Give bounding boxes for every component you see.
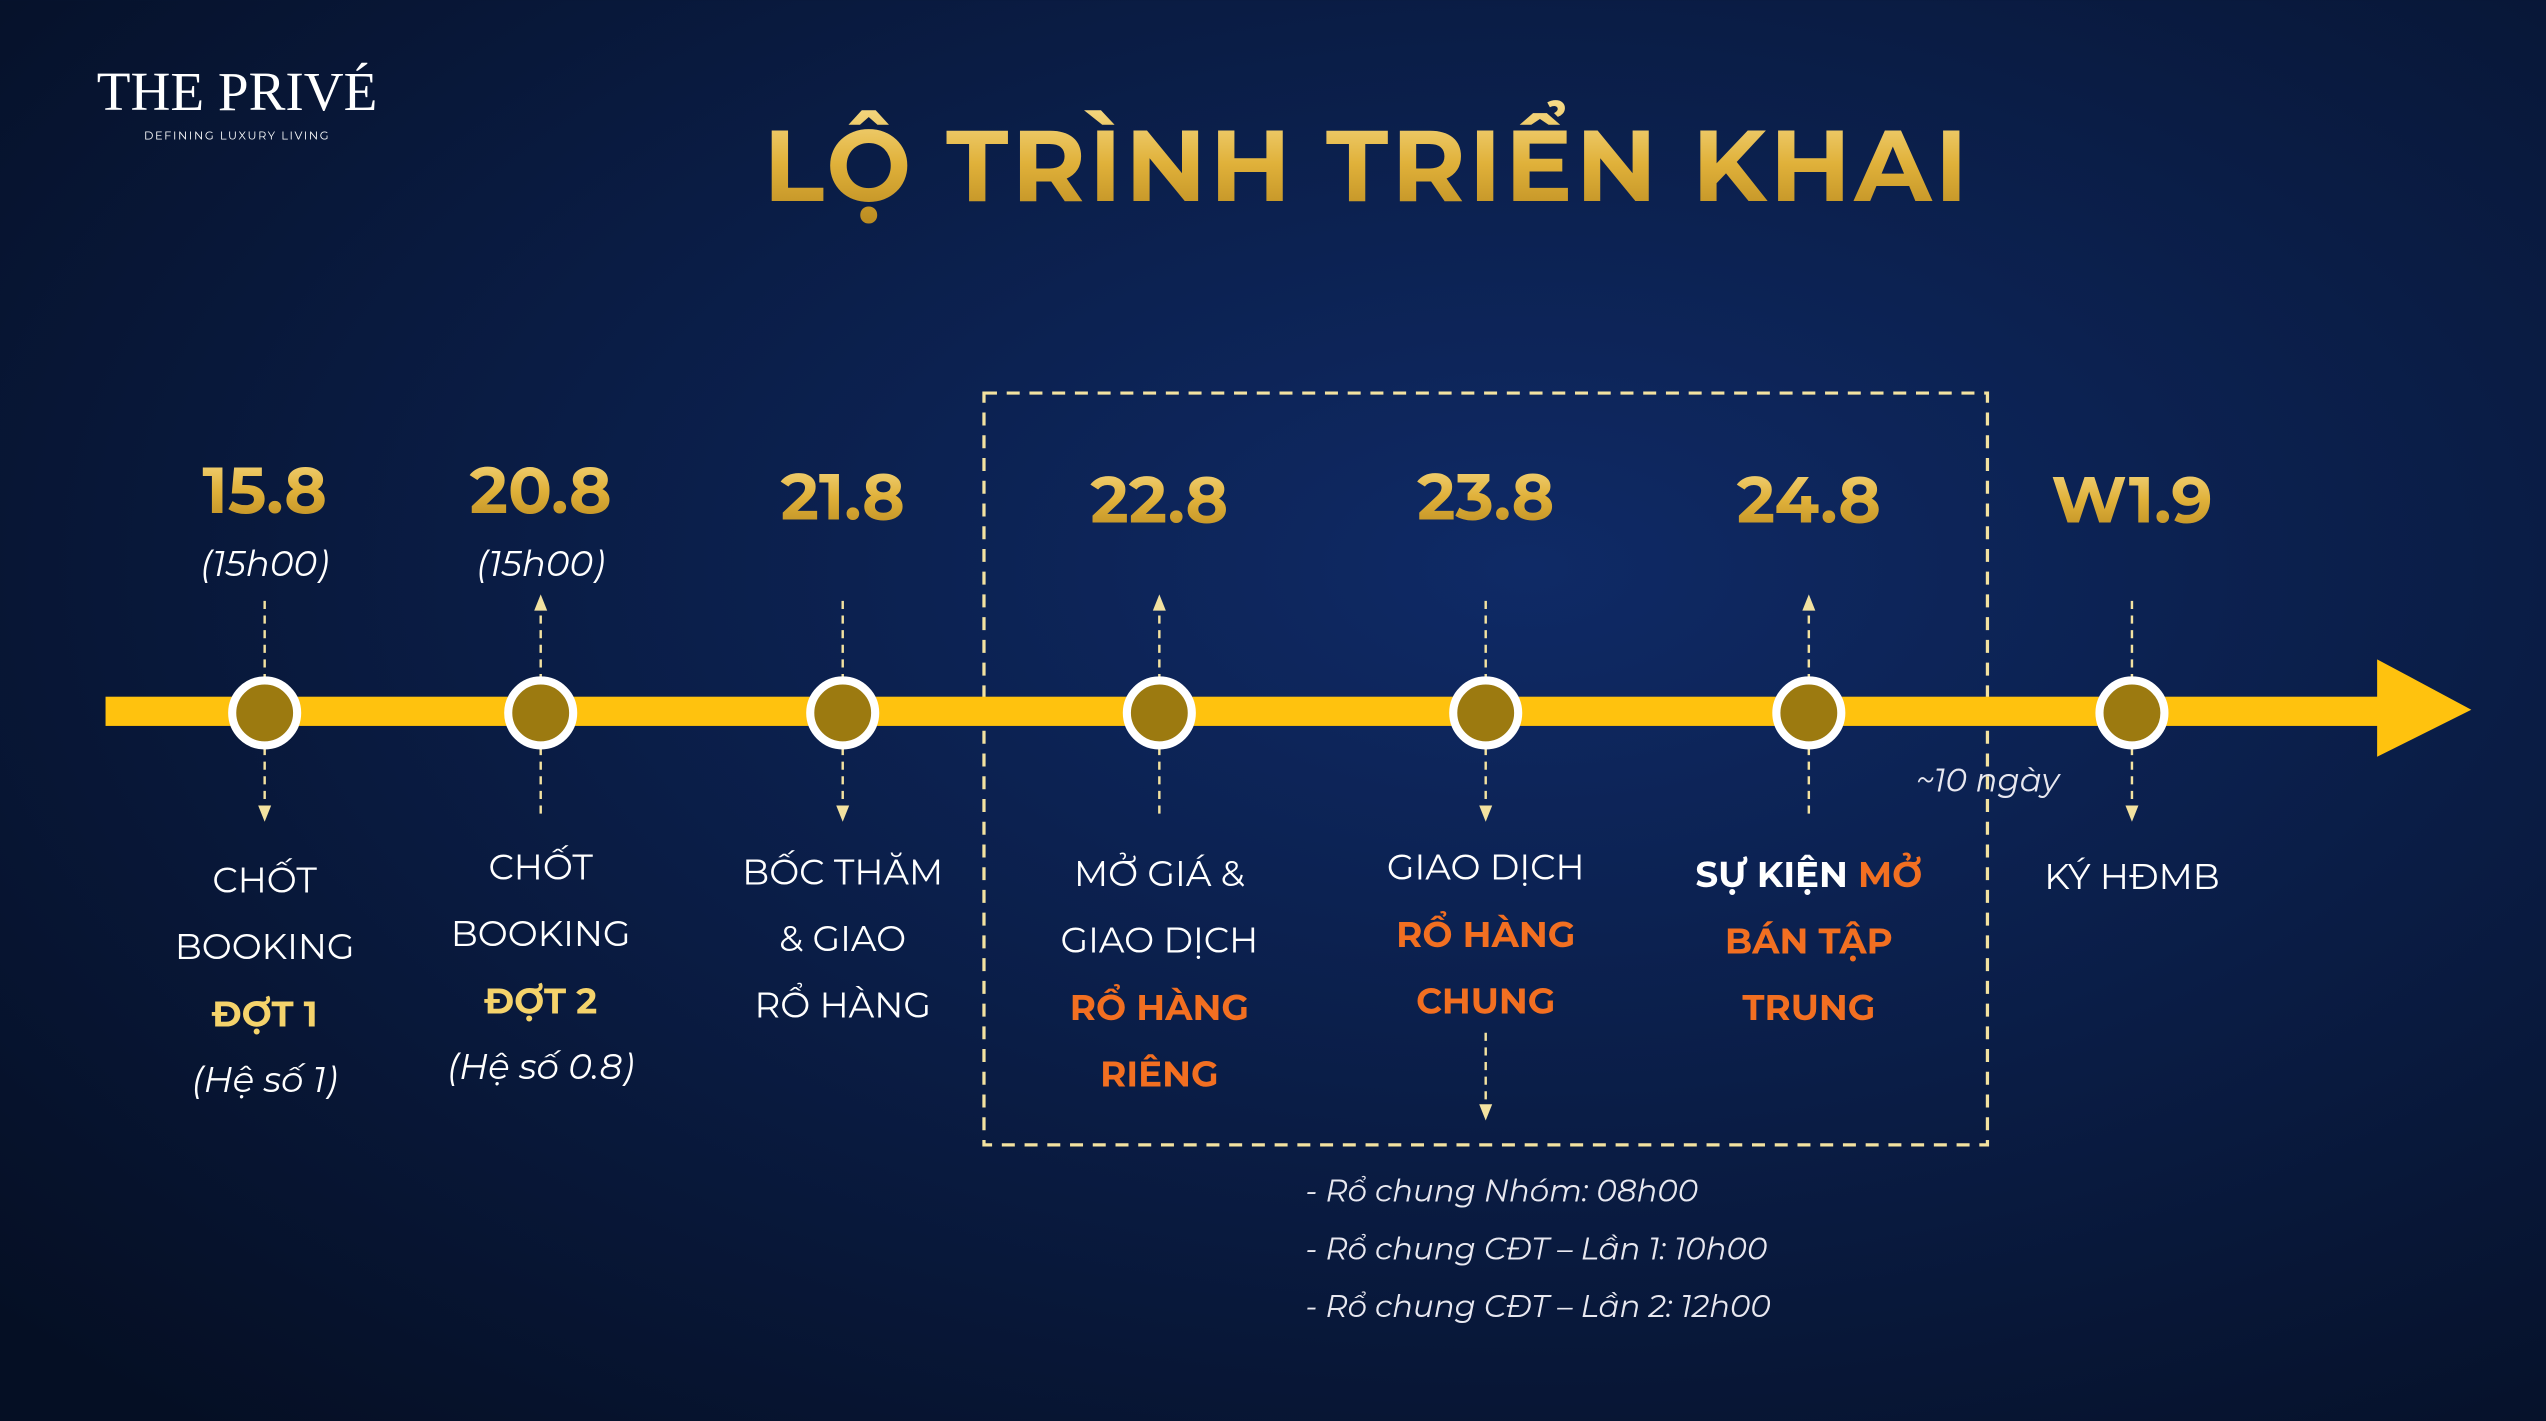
milestone-dot bbox=[806, 676, 880, 750]
milestone-line: ĐỢT 2 bbox=[484, 978, 597, 1022]
milestone-dot bbox=[1449, 676, 1523, 750]
arrow-up bbox=[1802, 594, 1816, 611]
milestone-date: 22.8 bbox=[1090, 461, 1228, 540]
text-segment: RỔ HÀNG bbox=[754, 982, 930, 1027]
milestone-line: BOOKING bbox=[175, 924, 355, 968]
arrow-up bbox=[1152, 594, 1166, 611]
milestone-line: MỞ GIÁ & bbox=[1074, 851, 1245, 895]
milestone-line: TRUNG bbox=[1742, 985, 1875, 1029]
text-segment: (Hệ số 1) bbox=[192, 1058, 338, 1102]
milestone-dot bbox=[2095, 676, 2169, 750]
milestone-dot bbox=[1122, 676, 1196, 750]
arrow-down bbox=[2125, 805, 2139, 822]
text-segment: RIÊNG bbox=[1100, 1051, 1218, 1095]
notes: - Rổ chung Nhóm: 08h00 - Rổ chung CĐT – L… bbox=[1305, 1172, 1770, 1325]
milestone-line: RỔ HÀNG bbox=[1070, 982, 1249, 1029]
milestone-line: RỔ HÀNG bbox=[754, 982, 930, 1027]
milestone-line: (Hệ số 1) bbox=[192, 1058, 338, 1102]
text-segment: BỐC THĂM bbox=[742, 850, 943, 894]
milestone-line: CHỐT bbox=[212, 858, 317, 902]
arrow-down bbox=[1479, 805, 1493, 822]
milestone-line: RIÊNG bbox=[1100, 1051, 1218, 1095]
milestone-line: GIAO DỊCH bbox=[1387, 845, 1585, 889]
timeline-arrowhead bbox=[2377, 659, 2472, 757]
milestone-time: (15h00) bbox=[476, 541, 604, 585]
milestone-line: ĐỢT 1 bbox=[212, 991, 318, 1035]
note: - Rổ chung CĐT – Lần 2: 12h00 bbox=[1305, 1287, 1770, 1325]
arrow-down bbox=[258, 805, 272, 822]
note: - Rổ chung CĐT – Lần 1: 10h00 bbox=[1305, 1229, 1767, 1267]
highlight-box bbox=[982, 391, 1990, 1147]
milestone-line: CHỐT bbox=[488, 845, 593, 889]
gap-label: ~10 ngày bbox=[1916, 761, 2062, 800]
milestone-date: 20.8 bbox=[470, 451, 612, 530]
text-segment: GIAO DỊCH bbox=[1061, 918, 1259, 962]
text-segment: CHỐT bbox=[212, 858, 317, 902]
milestone-line: GIAO DỊCH bbox=[1061, 918, 1259, 962]
logo-tagline: DEFINING LUXURY LIVING bbox=[144, 128, 330, 142]
text-segment: SỰ KIỆN bbox=[1695, 852, 1858, 896]
milestone-date: 21.8 bbox=[781, 457, 905, 536]
milestone-line: KÝ HĐMB bbox=[2044, 855, 2220, 899]
arrow-down bbox=[836, 805, 850, 822]
text-segment: CHỐT bbox=[488, 845, 593, 889]
text-segment: BOOKING bbox=[175, 924, 355, 968]
milestone-date: W1.9 bbox=[2051, 461, 2212, 540]
text-segment: KÝ HĐMB bbox=[2044, 855, 2220, 899]
note: - Rổ chung Nhóm: 08h00 bbox=[1305, 1172, 1698, 1210]
milestone-date: 24.8 bbox=[1737, 461, 1881, 540]
text-segment: (Hệ số 0.8) bbox=[447, 1045, 634, 1089]
text-segment: CHUNG bbox=[1416, 978, 1555, 1022]
milestone-line: RỔ HÀNG bbox=[1396, 909, 1575, 956]
text-segment: BÁN TẬP bbox=[1725, 918, 1893, 962]
text-segment: ĐỢT 2 bbox=[484, 978, 597, 1022]
milestone-line: BOOKING bbox=[451, 911, 631, 955]
milestone-dot bbox=[228, 676, 302, 750]
milestone-line: (Hệ số 0.8) bbox=[447, 1045, 634, 1089]
text-segment: BOOKING bbox=[451, 911, 631, 955]
milestone-line: & GIAO bbox=[779, 916, 906, 960]
text-segment: & GIAO bbox=[779, 916, 906, 960]
text-segment: MỞ GIÁ & bbox=[1074, 851, 1245, 895]
milestone-date: 23.8 bbox=[1417, 457, 1554, 536]
text-segment: ĐỢT 1 bbox=[212, 991, 318, 1035]
text-segment: MỞ bbox=[1858, 851, 1922, 896]
text-segment: RỔ HÀNG bbox=[1070, 982, 1249, 1029]
text-segment: TRUNG bbox=[1742, 985, 1875, 1029]
milestone-time: (15h00) bbox=[200, 541, 328, 585]
timeline-bar bbox=[105, 696, 2395, 726]
milestone-line: CHUNG bbox=[1416, 978, 1555, 1022]
milestone-date: 15.8 bbox=[202, 451, 327, 530]
arrow-down bbox=[1479, 1104, 1493, 1121]
milestone-line: BÁN TẬP bbox=[1725, 918, 1893, 962]
logo-name: THE PRIVÉ bbox=[97, 61, 378, 122]
milestone-line: SỰ KIỆN MỞ bbox=[1695, 851, 1922, 896]
text-segment: RỔ HÀNG bbox=[1396, 909, 1575, 956]
milestones: 15.8 (15h00) CHỐT BOOKING ĐỢT 1 (Hệ số 1) 20.8… bbox=[175, 451, 2220, 1121]
arrow-up bbox=[534, 594, 548, 611]
milestone-line: BỐC THĂM bbox=[742, 850, 943, 894]
milestone-dot bbox=[504, 676, 578, 750]
title: LỘ TRÌNH TRIỂN KHAI bbox=[763, 100, 1971, 227]
text-segment: GIAO DỊCH bbox=[1387, 845, 1585, 889]
milestone-dot bbox=[1772, 676, 1846, 750]
